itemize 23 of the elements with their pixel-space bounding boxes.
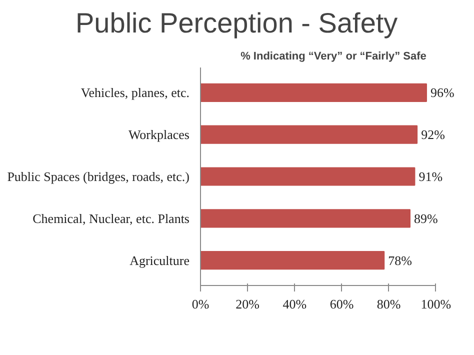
data-label: 91% bbox=[418, 169, 443, 184]
x-tick-label: 80% bbox=[376, 296, 401, 312]
y-tick-label: Workplaces bbox=[128, 127, 190, 142]
bar bbox=[200, 209, 411, 228]
bar bbox=[200, 167, 416, 186]
x-tick-label: 40% bbox=[282, 296, 307, 312]
data-label: 78% bbox=[388, 252, 412, 268]
y-tick-label: Vehicles, planes, etc. bbox=[80, 85, 190, 100]
data-label: 89% bbox=[414, 210, 438, 226]
data-label: 92% bbox=[421, 127, 446, 142]
bar bbox=[200, 125, 418, 144]
y-tick-label: Public Spaces (bridges, roads, etc.) bbox=[7, 169, 190, 184]
x-tick-label: 20% bbox=[236, 296, 260, 312]
x-tick-label: 0% bbox=[192, 296, 210, 312]
bar bbox=[200, 83, 427, 102]
chart-subtitle: % Indicating “Very” or “Fairly” Safe bbox=[240, 50, 426, 62]
y-tick-label: Chemical, Nuclear, etc. Plants bbox=[32, 210, 190, 226]
data-label: 96% bbox=[430, 85, 454, 100]
y-tick-label: Agriculture bbox=[130, 252, 190, 268]
x-tick-label: 60% bbox=[330, 296, 354, 312]
bar bbox=[200, 251, 385, 270]
chart-title: Public Perception - Safety bbox=[76, 8, 398, 38]
x-tick-label: 100% bbox=[420, 296, 452, 312]
